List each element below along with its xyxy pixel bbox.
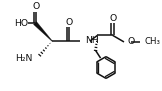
Text: O: O (128, 36, 135, 46)
Text: O: O (65, 18, 73, 27)
Text: O: O (110, 14, 117, 23)
Text: H₂N: H₂N (15, 54, 32, 63)
Text: O: O (32, 2, 40, 11)
Text: NH: NH (85, 36, 99, 45)
Text: HO: HO (14, 19, 28, 27)
Polygon shape (34, 22, 52, 41)
Text: CH₃: CH₃ (145, 37, 161, 46)
